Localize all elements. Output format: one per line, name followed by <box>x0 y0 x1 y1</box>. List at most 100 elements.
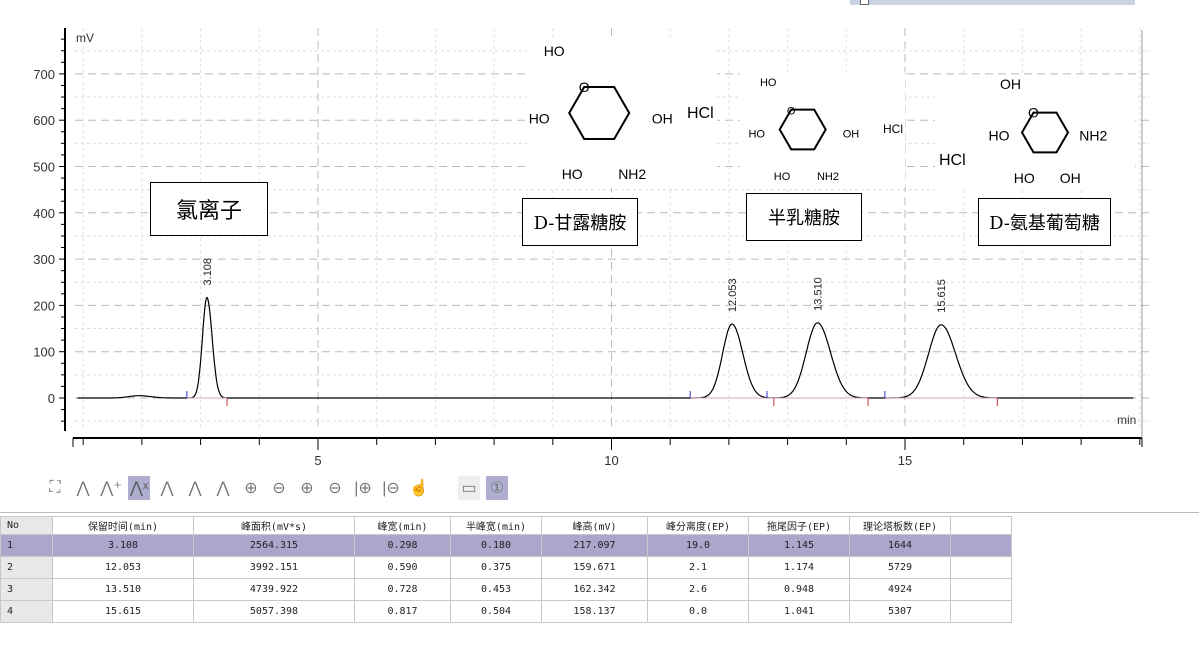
x-tick-label: 15 <box>898 453 912 468</box>
atom-label: HO <box>1014 170 1035 186</box>
x-axis-label: min <box>1117 413 1136 427</box>
x-tick-label: 10 <box>604 453 618 468</box>
column-header[interactable]: 半峰宽(min) <box>450 516 542 535</box>
y-tick-label: 500 <box>33 160 55 175</box>
fit-screen-icon[interactable]: ⛶ <box>49 479 61 496</box>
annotation-glucosamine: D-氨基葡萄糖 <box>978 198 1111 246</box>
add-peak-icon[interactable]: ⋀⁺ <box>100 480 122 497</box>
atom-label: OH <box>1000 76 1021 92</box>
table-cell: 15.615 <box>52 600 194 623</box>
annotation-galactosamine: 半乳糖胺 <box>746 193 862 241</box>
table-cell: 4739.922 <box>193 578 355 601</box>
table-cell: 1.174 <box>748 556 850 579</box>
table-cell: 4924 <box>849 578 951 601</box>
table-row[interactable]: 1 3.108 2564.315 0.298 0.180 217.097 19.0 1.145… <box>0 534 1012 557</box>
column-header[interactable]: 峰分离度(EP) <box>647 516 749 535</box>
salt-label: HCl <box>687 105 714 122</box>
table-cell <box>950 534 1012 557</box>
channel-one-icon[interactable]: ① <box>486 476 508 500</box>
column-header[interactable]: 峰宽(min) <box>354 516 451 535</box>
table-cell: 1.041 <box>748 600 850 623</box>
table-cell: 5307 <box>849 600 951 623</box>
chemical-structure: O HO HO OH HO NH2 HCl <box>740 72 905 187</box>
atom-label: NH2 <box>1079 128 1107 144</box>
zoom-out-y-icon[interactable]: ⊖ <box>328 480 342 497</box>
table-cell: 0.298 <box>354 534 451 557</box>
molecule-drawing: O HO HO OH HO NH2 <box>529 43 673 182</box>
column-header[interactable]: 理论塔板数(EP) <box>849 516 951 535</box>
table-cell: 19.0 <box>647 534 749 557</box>
zoom-out-x-icon[interactable]: |⊖ <box>382 480 400 497</box>
table-row[interactable]: 4 15.615 5057.398 0.817 0.504 158.137 0.0 1.041… <box>0 600 1012 623</box>
table-row[interactable]: 3 13.510 4739.922 0.728 0.453 162.342 2.6 0.948… <box>0 578 1012 601</box>
chemical-structure: O HO HO OH HO NH2 HCl <box>527 38 717 188</box>
column-header[interactable]: 保留时间(min) <box>52 516 194 535</box>
table-cell: 217.097 <box>541 534 648 557</box>
column-header[interactable]: 峰面积(mV*s) <box>193 516 355 535</box>
table-cell: 0.453 <box>450 578 542 601</box>
annotation-mannosamine: D-甘露糖胺 <box>522 198 638 246</box>
table-cell <box>950 578 1012 601</box>
ring-bond <box>1020 111 1070 154</box>
column-header[interactable]: 峰高(mV) <box>541 516 648 535</box>
atom-label: HO <box>544 43 565 59</box>
y-tick-label: 100 <box>33 345 55 360</box>
column-header[interactable]: No <box>0 516 53 535</box>
atom-label: HO <box>748 129 765 141</box>
peak-label: 12.053 <box>727 278 739 312</box>
table-cell: 0.180 <box>450 534 542 557</box>
table-cell: 0.0 <box>647 600 749 623</box>
y-tick-label: 200 <box>33 298 55 313</box>
ruler-icon[interactable]: ▭ <box>458 476 480 500</box>
atom-label: OH <box>652 111 673 127</box>
salt-label: HCl <box>939 152 966 169</box>
y-tick-label: 600 <box>33 113 55 128</box>
atom-label: O <box>579 79 590 95</box>
peak-baseline-icon[interactable]: ⋀ <box>160 480 174 497</box>
zoom-out-icon[interactable]: ⊖ <box>272 480 286 497</box>
atom-label: HO <box>529 111 550 127</box>
peak-icon[interactable]: ⋀ <box>76 480 90 497</box>
chemical-structure: O OH HO NH2 HO OH HCl <box>935 75 1135 190</box>
x-tick-label: 5 <box>314 453 321 468</box>
atom-label: O <box>787 106 796 118</box>
atom-label: HO <box>562 166 583 182</box>
molecule-drawing: O HO HO OH HO NH2 <box>748 77 860 183</box>
atom-label: HO <box>989 128 1010 144</box>
atom-label: HO <box>774 171 791 183</box>
peak-label: 15.615 <box>936 279 948 313</box>
atom-label: O <box>1028 105 1039 121</box>
table-cell: 0.590 <box>354 556 451 579</box>
table-cell: 162.342 <box>541 578 648 601</box>
ring-bond <box>778 108 827 151</box>
y-tick-label: 400 <box>33 206 55 221</box>
table-cell: 4 <box>0 600 53 623</box>
table-cell: 1.145 <box>748 534 850 557</box>
table-cell <box>950 600 1012 623</box>
pan-hand-icon[interactable]: ☝ <box>409 480 429 497</box>
atom-label: OH <box>843 129 860 141</box>
peak-table: No 保留时间(min) 峰面积(mV*s) 峰宽(min) 半峰宽(min) 峰高(mV… <box>0 516 1012 623</box>
split-peak-icon[interactable]: ⋀ <box>216 480 230 497</box>
zoom-in-icon[interactable]: ⊕ <box>244 480 258 497</box>
y-axis-label: mV <box>76 31 94 45</box>
zoom-in-x-icon[interactable]: |⊕ <box>354 480 372 497</box>
table-cell: 1644 <box>849 534 951 557</box>
column-header[interactable]: 拖尾因子(EP) <box>748 516 850 535</box>
table-row[interactable]: 2 12.053 3992.151 0.590 0.375 159.671 2.1 1.174… <box>0 556 1012 579</box>
table-cell: 158.137 <box>541 600 648 623</box>
results-panel <box>0 512 1199 654</box>
table-cell: 0.728 <box>354 578 451 601</box>
peak-area-icon[interactable]: ⋀ <box>188 480 202 497</box>
y-tick-label: 700 <box>33 67 55 82</box>
peak-label: 13.510 <box>813 277 825 311</box>
y-tick-label: 0 <box>48 391 55 406</box>
atom-label: NH2 <box>817 171 839 183</box>
zoom-in-y-icon[interactable]: ⊕ <box>300 480 314 497</box>
window-strip <box>850 0 1135 5</box>
atom-label: NH2 <box>618 166 646 182</box>
checkbox[interactable] <box>860 0 869 5</box>
table-cell: 2.6 <box>647 578 749 601</box>
delete-peak-icon[interactable]: ⋀ˣ <box>128 476 150 500</box>
column-header[interactable] <box>950 516 1012 535</box>
